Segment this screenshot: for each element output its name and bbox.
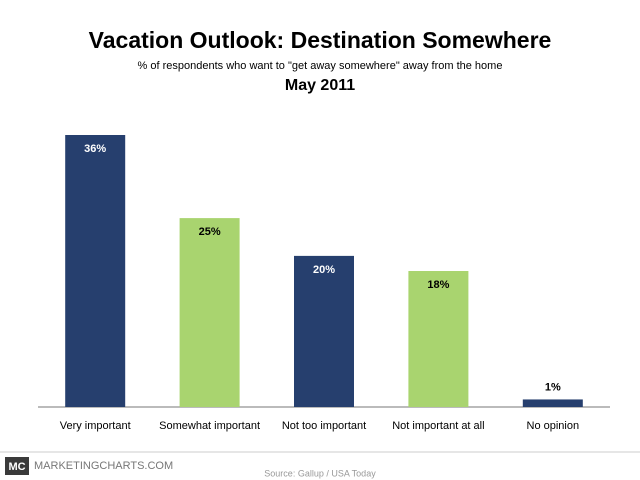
bar — [65, 135, 126, 407]
value-label: 20% — [313, 264, 335, 276]
logo-box — [5, 457, 29, 475]
logo: MC — [8, 461, 25, 473]
chart-title: Vacation Outlook: Destination Somewhere — [89, 27, 552, 53]
bar — [408, 271, 469, 407]
site: MARKETINGCHARTS.COM — [34, 460, 173, 472]
value-label: 18% — [427, 279, 449, 291]
chart-subtitle: % of respondents who want to "get away s… — [138, 60, 503, 72]
value-label: 36% — [84, 143, 106, 155]
x-tick-label: No opinion — [527, 420, 580, 432]
bar — [294, 255, 354, 407]
bar — [179, 218, 240, 407]
x-tick-label: Somewhat important — [159, 420, 260, 432]
value-label: 25% — [199, 226, 221, 238]
x-tick-label: Not too important — [282, 420, 366, 432]
x-tick-label: Not important at all — [392, 420, 484, 432]
x-tick-label: Very important — [60, 420, 131, 432]
value-label: 1% — [545, 381, 561, 393]
chart-period: May 2011 — [285, 77, 355, 94]
bar — [522, 399, 583, 407]
source: Source: Gallup / USA Today — [264, 468, 376, 478]
